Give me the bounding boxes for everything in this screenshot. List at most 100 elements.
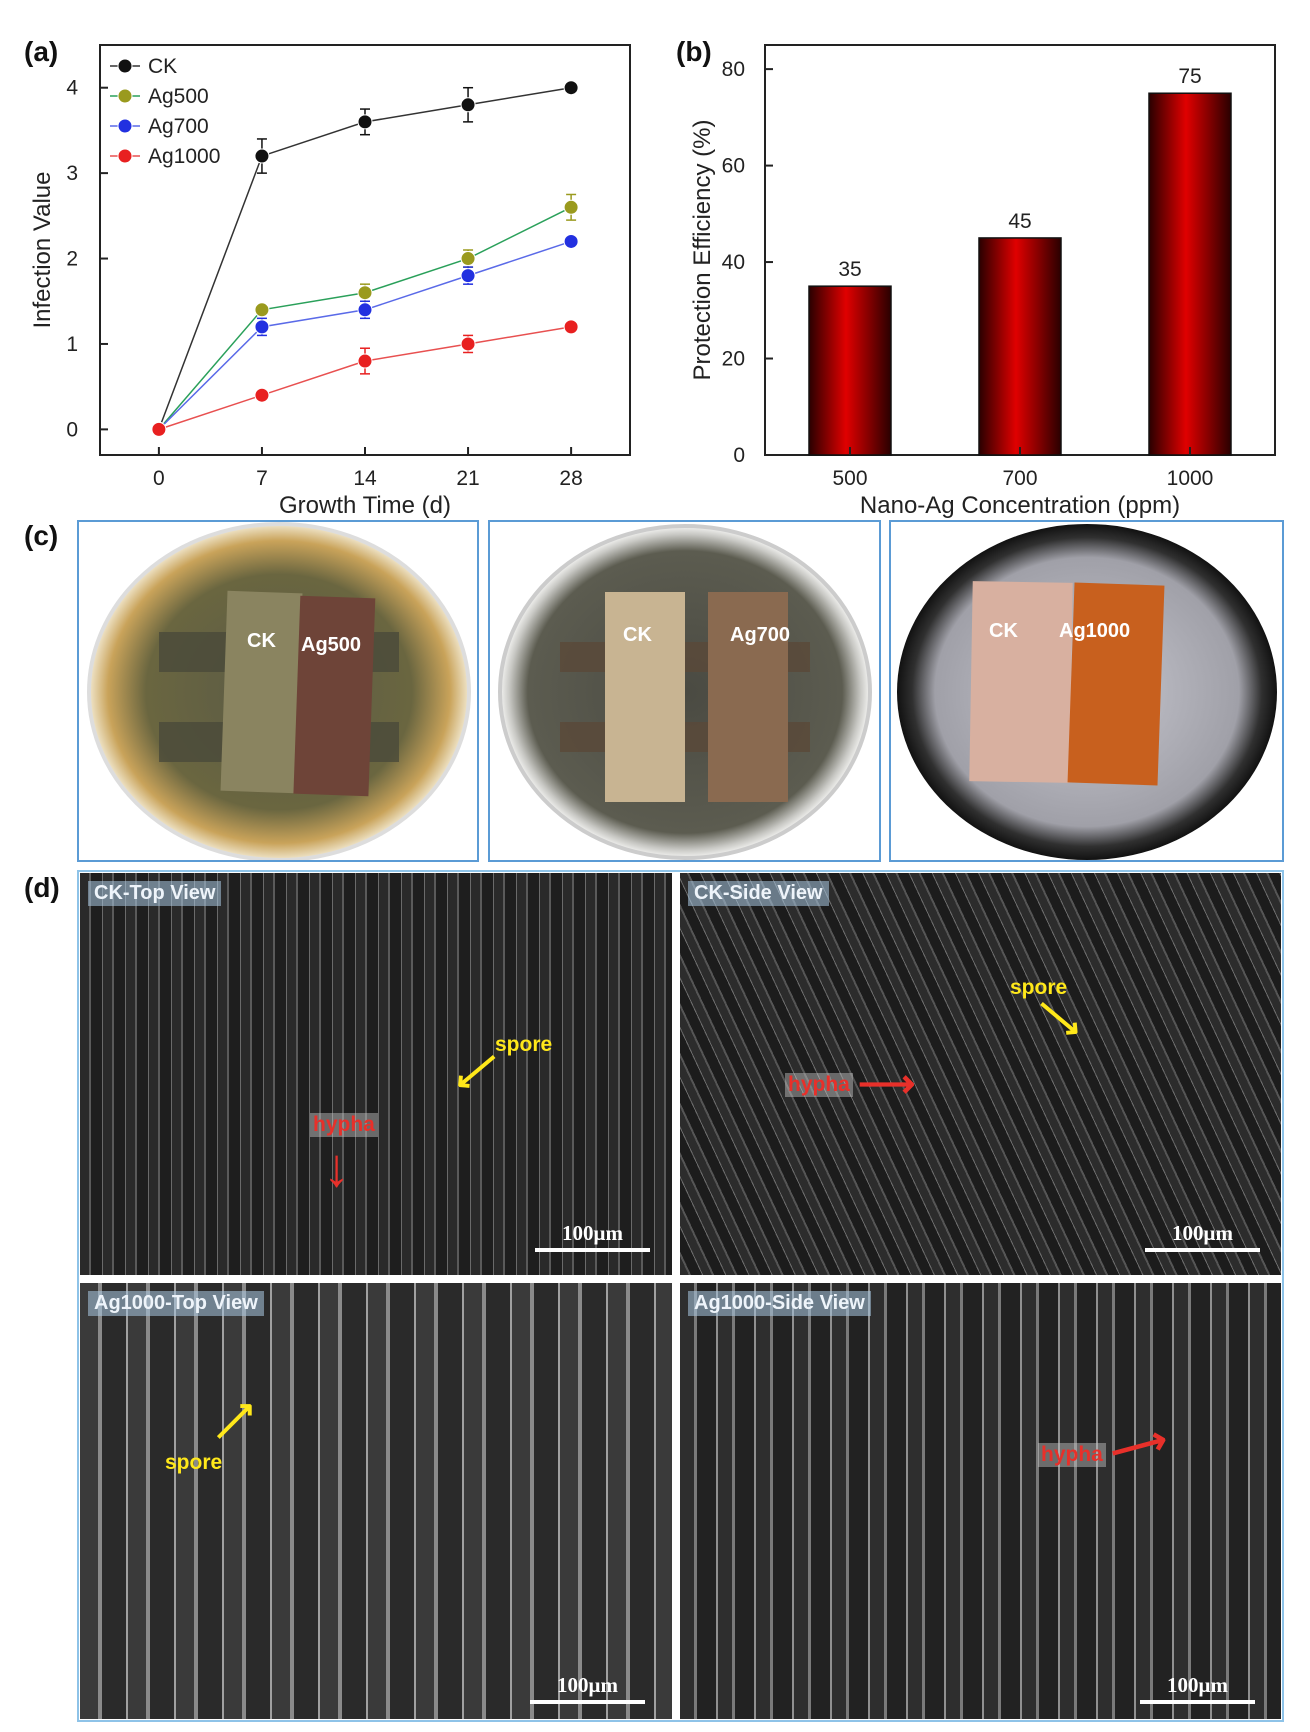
hypha-label: hypha	[785, 1073, 853, 1097]
data-point-Ag700	[563, 233, 579, 249]
data-label: 45	[1008, 210, 1031, 233]
spore-label: spore	[495, 1033, 553, 1056]
bar-700	[978, 237, 1062, 456]
data-point-Ag700	[254, 319, 270, 335]
y-axis-label: Infection Value	[29, 172, 56, 329]
bar-500	[808, 285, 892, 456]
sem-ag1000-side: Ag1000-Side View hypha ⟶ 100μm	[680, 1283, 1281, 1719]
photo-label-ag700: Ag700	[730, 624, 791, 646]
panel-label-b: (b)	[676, 36, 712, 67]
hypha-label: hypha	[310, 1113, 378, 1137]
data-point-Ag1000	[563, 319, 579, 335]
photo-ck-ag700: CK Ag700	[488, 520, 881, 862]
photo-label-ag500: Ag500	[301, 634, 362, 656]
series-line-Ag1000	[158, 326, 572, 431]
data-point-CK	[357, 114, 373, 130]
sem-title: CK-Side View	[688, 881, 829, 906]
scale-bar: 100μm	[1140, 1673, 1255, 1704]
legend-label: Ag700	[148, 115, 209, 138]
sem-frame	[77, 870, 1284, 1722]
photo-ck-ag1000: CK Ag1000	[889, 520, 1284, 862]
infection-line-chart: 0 7 14 21 28 0 1 2 3 4 Growth Time (d) Infection Va…	[29, 44, 631, 519]
sem-title: Ag1000-Top View	[88, 1291, 264, 1316]
y-tick-label: 3	[66, 162, 78, 185]
hypha-arrow-icon: ↓	[323, 1138, 350, 1198]
panel-label-a: (a)	[24, 36, 59, 67]
y-tick-label: 20	[722, 348, 745, 371]
data-label: 35	[838, 258, 861, 281]
y-tick-label: 4	[66, 77, 78, 100]
x-tick-label: 7	[256, 467, 268, 490]
scale-label: 100μm	[1172, 1221, 1233, 1245]
data-point-Ag1000	[254, 387, 270, 403]
series-line-Ag700	[158, 240, 572, 430]
y-tick-label: 80	[722, 58, 745, 81]
spore-label: spore	[165, 1451, 223, 1474]
x-tick-label: 1000	[1167, 467, 1214, 490]
x-tick-label: 0	[153, 467, 165, 490]
x-tick-label: 28	[559, 467, 582, 490]
x-tick-label: 21	[456, 467, 479, 490]
x-tick-label: 500	[832, 467, 867, 490]
data-point-Ag1000	[151, 421, 167, 437]
legend-marker	[117, 148, 133, 164]
scale-label: 100μm	[557, 1673, 618, 1697]
scale-bar: 100μm	[535, 1221, 650, 1252]
legend-marker	[117, 88, 133, 104]
photo-label-ck: CK	[623, 624, 652, 646]
legend-label: CK	[148, 55, 177, 78]
hypha-arrow-icon: ⟶	[1105, 1417, 1173, 1475]
spore-arrow-icon: ⟶	[203, 1390, 266, 1452]
sem-title: CK-Top View	[88, 881, 222, 906]
panel-label-d: (d)	[24, 872, 60, 903]
y-tick-label: 40	[722, 251, 745, 274]
hypha-arrow-icon: ⟶	[858, 1062, 916, 1106]
photo-label-ag1000: Ag1000	[1059, 620, 1131, 642]
y-tick-label: 0	[66, 418, 78, 441]
x-tick-label: 14	[353, 467, 377, 490]
photo-ck-ag500: CK Ag500	[77, 520, 479, 862]
y-axis-label: Protection Efficiency (%)	[689, 120, 716, 381]
x-axis-label: Nano-Ag Concentration (ppm)	[860, 492, 1180, 519]
y-tick-label: 1	[66, 333, 78, 356]
sem-ck-side: CK-Side View spore ⟶ hypha ⟶ 100μm	[680, 873, 1281, 1275]
data-point-Ag700	[357, 302, 373, 318]
photo-label-ck: CK	[247, 630, 276, 652]
legend-label: Ag500	[148, 85, 209, 108]
petri-dish-illustration	[897, 524, 1277, 860]
x-tick-label: 700	[1002, 467, 1037, 490]
series-line-CK	[158, 86, 572, 430]
data-point-Ag700	[460, 268, 476, 284]
petri-dish-illustration	[87, 522, 471, 860]
panel-label-c: (c)	[24, 520, 59, 551]
scale-bar: 100μm	[530, 1673, 645, 1704]
data-point-Ag500	[563, 199, 579, 215]
data-point-CK	[563, 80, 579, 96]
scale-label: 100μm	[1167, 1673, 1228, 1697]
data-point-CK	[460, 97, 476, 113]
petri-dish-illustration	[498, 524, 872, 860]
y-tick-label: 60	[722, 155, 745, 178]
legend-marker	[117, 118, 133, 134]
data-point-Ag500	[254, 302, 270, 318]
hypha-label: hypha	[1038, 1443, 1106, 1467]
data-point-Ag1000	[357, 353, 373, 369]
data-point-Ag1000	[460, 336, 476, 352]
sem-title: Ag1000-Side View	[688, 1291, 871, 1316]
data-point-Ag500	[460, 251, 476, 267]
scale-label: 100μm	[562, 1221, 623, 1245]
y-tick-label: 2	[66, 248, 78, 271]
sem-ck-top: CK-Top View spore ⟵ hypha ↓ 100μm	[80, 873, 672, 1275]
spore-label: spore	[1010, 976, 1068, 999]
bar-1000	[1148, 92, 1232, 456]
photo-label-ck: CK	[989, 620, 1018, 642]
data-label: 75	[1178, 65, 1201, 88]
sem-ag1000-top: Ag1000-Top View spore ⟶ 100μm	[80, 1283, 672, 1719]
y-tick-label: 0	[733, 444, 745, 467]
data-point-Ag500	[357, 285, 373, 301]
x-axis-label: Growth Time (d)	[279, 492, 451, 519]
scale-bar: 100μm	[1145, 1221, 1260, 1252]
legend-marker	[117, 58, 133, 74]
data-point-CK	[254, 148, 270, 164]
